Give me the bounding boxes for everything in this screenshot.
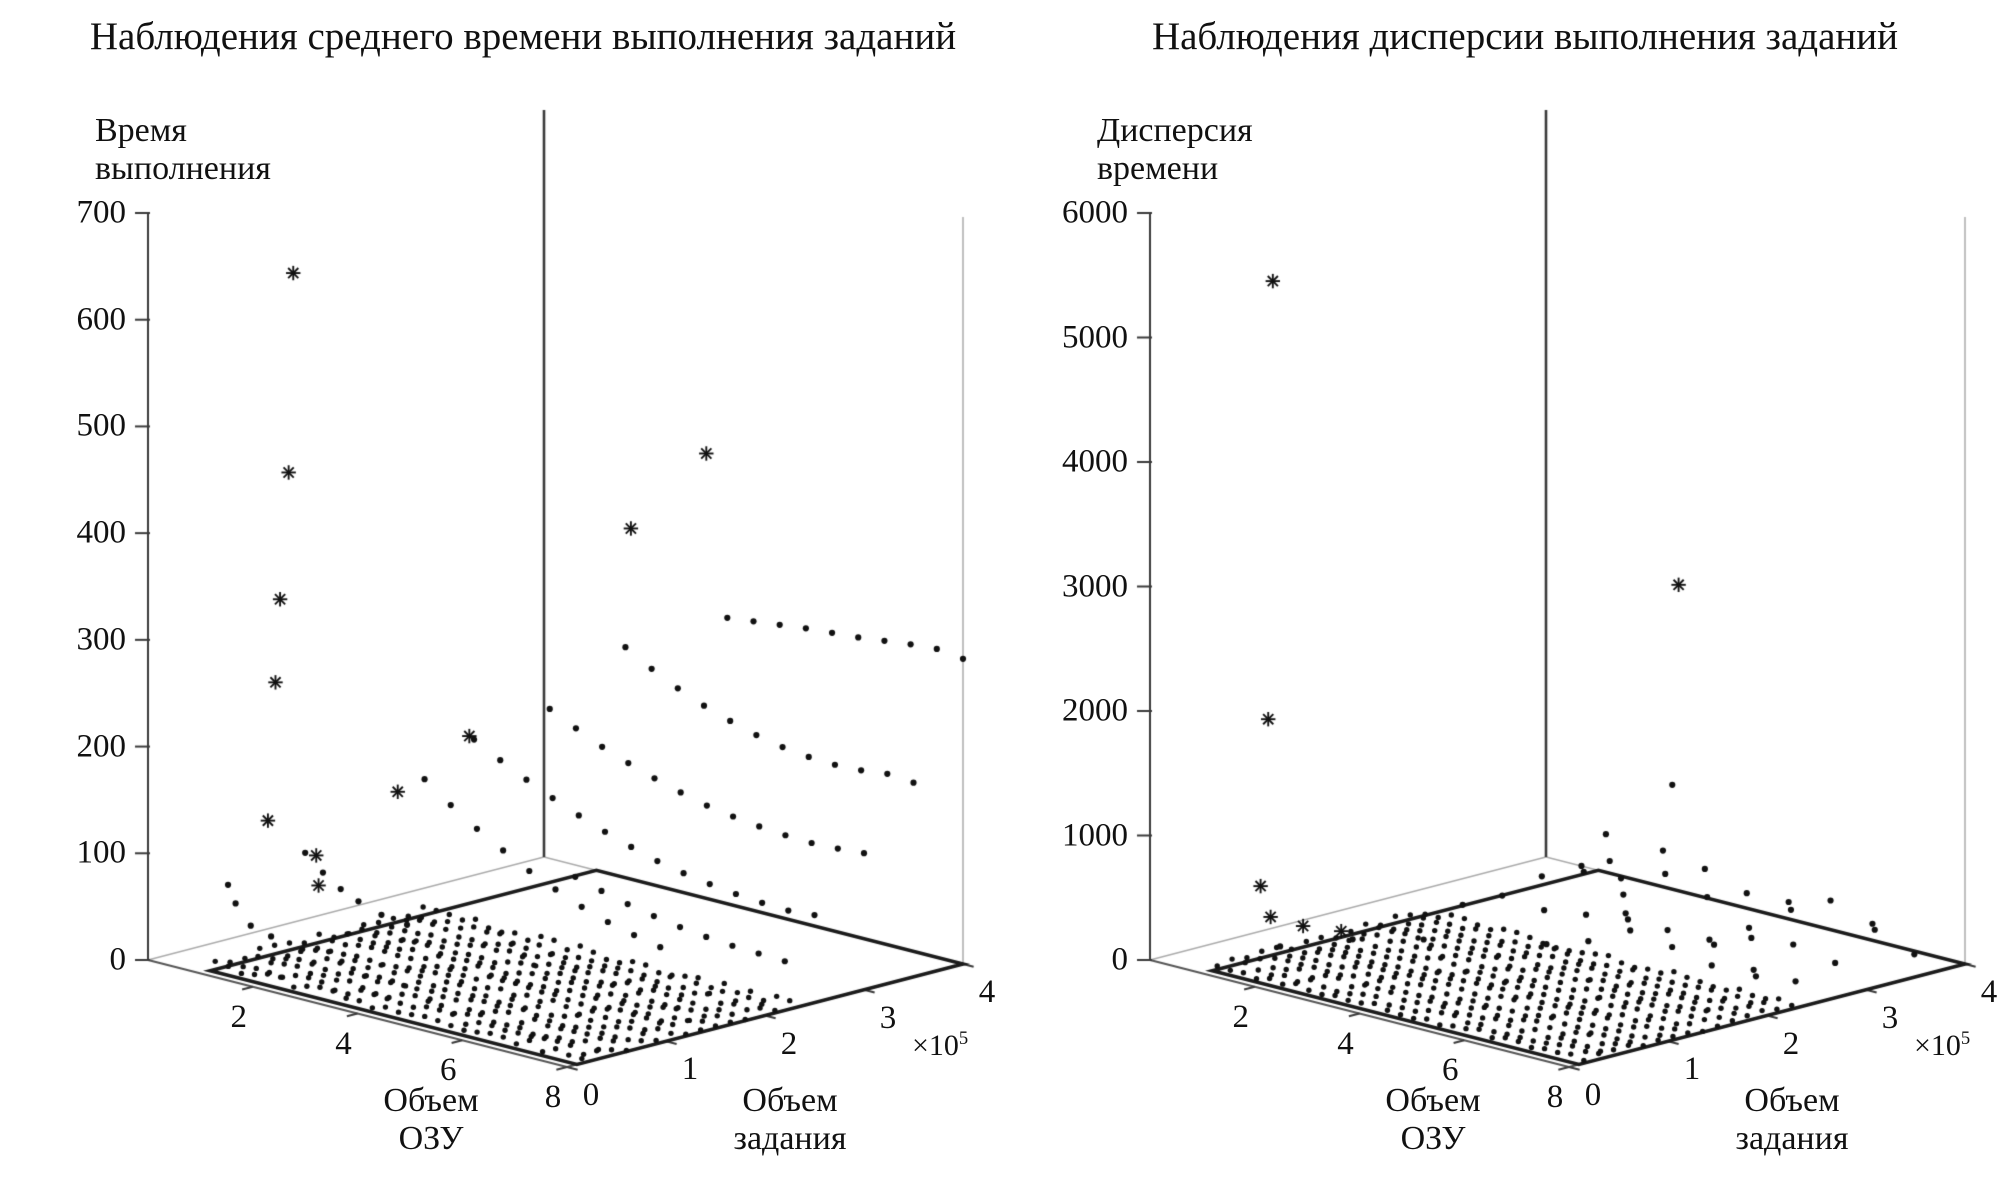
x-tick-label: 6	[440, 1052, 457, 1089]
chart-title: Наблюдения дисперсии выполнения заданий	[1151, 15, 1899, 58]
y-axis-exponent: ×105	[912, 1028, 968, 1063]
z-axis-label: Дисперсия времени	[1097, 112, 1253, 189]
z-tick-label: 4000	[1062, 443, 1128, 480]
y-axis-label: Объем задания	[1692, 1082, 1892, 1159]
x-axis-label: Объем ОЗУ	[331, 1082, 531, 1159]
y-axis-exponent-base: ×10	[912, 1029, 959, 1062]
z-axis-label-line2: времени	[1097, 150, 1219, 188]
z-tick-label: 200	[76, 728, 127, 765]
z-tick-label: 6000	[1062, 194, 1128, 231]
x-tick-label: 8	[544, 1079, 562, 1115]
y-tick-label: 2	[1782, 1025, 1800, 1062]
x-tick-label: 4	[335, 1025, 352, 1062]
y-tick-label: 1	[1683, 1051, 1701, 1088]
x-tick-label: 6	[1442, 1052, 1459, 1089]
scatter3d-canvas-mean-time	[0, 0, 1001, 1178]
x-tick-label: 2	[230, 998, 248, 1035]
chart-panel-mean-time: Наблюдения среднего времени выполнения з…	[0, 0, 1001, 1178]
y-axis-label-line1: Объем	[742, 1082, 838, 1119]
z-tick-label: 1000	[1062, 817, 1128, 853]
z-axis-label: Время выполнения	[95, 112, 271, 189]
z-tick-label: 500	[76, 407, 127, 444]
z-tick-label: 2000	[1062, 692, 1128, 729]
y-axis-exponent: ×105	[1914, 1028, 1970, 1063]
scatter3d-canvas-variance	[1002, 0, 2003, 1178]
z-tick-label: 600	[76, 301, 127, 338]
x-tick-label: 4	[1337, 1025, 1354, 1062]
y-axis-exponent-base: ×10	[1914, 1029, 1961, 1062]
chart-title: Наблюдения среднего времени выполнения з…	[89, 15, 957, 58]
z-tick-label: 700	[76, 194, 127, 231]
z-axis-label-line1: Время	[95, 112, 187, 149]
y-tick-label: 0	[1584, 1077, 1602, 1113]
y-axis-exponent-power: 5	[958, 1028, 969, 1049]
y-axis-label: Объем задания	[690, 1082, 890, 1159]
x-tick-label: 8	[1546, 1079, 1564, 1115]
y-axis-label-line2: задания	[733, 1120, 847, 1158]
z-tick-label: 300	[76, 621, 127, 658]
z-tick-label: 5000	[1062, 319, 1128, 355]
z-tick-label: 3000	[1062, 568, 1128, 604]
x-tick-label: 2	[1232, 998, 1250, 1035]
y-tick-label: 4	[978, 974, 996, 1010]
y-tick-label: 4	[1980, 974, 1998, 1010]
z-tick-label: 0	[1111, 941, 1129, 978]
y-tick-label: 1	[681, 1051, 699, 1088]
y-tick-label: 2	[780, 1025, 798, 1062]
y-axis-label-line1: Объем	[1744, 1082, 1840, 1119]
y-axis-exponent-power: 5	[1960, 1028, 1971, 1049]
z-axis-label-line1: Дисперсия	[1097, 112, 1253, 149]
x-axis-label-line2: ОЗУ	[1400, 1120, 1466, 1158]
z-tick-label: 100	[76, 834, 127, 871]
y-axis-label-line2: задания	[1735, 1120, 1849, 1158]
x-axis-label-line1: Объем	[383, 1082, 479, 1119]
x-axis-label: Объем ОЗУ	[1333, 1082, 1533, 1159]
x-axis-label-line2: ОЗУ	[398, 1120, 464, 1158]
chart-panel-variance: Наблюдения дисперсии выполнения заданий …	[1002, 0, 2003, 1178]
x-axis-label-line1: Объем	[1385, 1082, 1481, 1119]
y-tick-label: 3	[879, 999, 897, 1036]
z-tick-label: 0	[109, 941, 127, 978]
y-tick-label: 3	[1881, 999, 1899, 1036]
z-axis-label-line2: выполнения	[95, 150, 271, 188]
z-tick-label: 400	[76, 514, 127, 551]
y-tick-label: 0	[582, 1077, 600, 1113]
